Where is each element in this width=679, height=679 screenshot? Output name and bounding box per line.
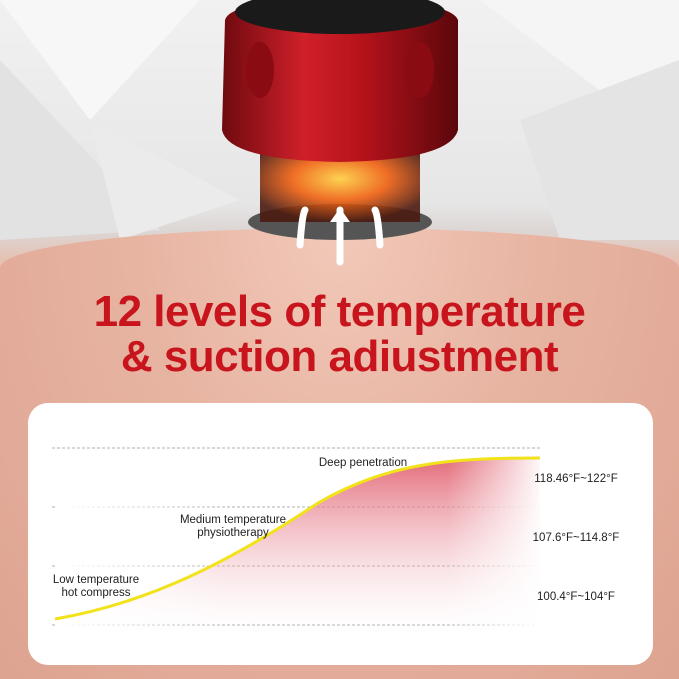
label-line: physiotherapy: [197, 527, 269, 539]
background-geometric: [0, 0, 679, 240]
range-low: 100.4°F~104°F: [537, 591, 615, 603]
cupping-device-image: [222, 0, 458, 266]
stage-label-deep: Deep penetration: [293, 457, 433, 470]
range-medium: 107.6°F~114.8°F: [532, 532, 620, 544]
stage-label-medium: Medium temperature physiotherapy: [158, 514, 308, 540]
temperature-curve: [54, 456, 541, 621]
label-line: Deep penetration: [318, 457, 408, 469]
headline-line-2: & suction adiustment: [120, 332, 559, 381]
label-line: Low temperature: [52, 574, 140, 586]
range-deep: 118.46°F~122°F: [534, 473, 618, 485]
label-line: hot compress: [61, 587, 131, 599]
label-line: Medium temperature: [179, 514, 287, 526]
headline-line-1: 12 levels of temperature: [93, 287, 586, 336]
temperature-curve-diagram: [52, 447, 545, 638]
stage-label-low: Low temperature hot compress: [36, 574, 156, 600]
temperature-card: Low temperature hot compress Medium temp…: [28, 403, 653, 665]
